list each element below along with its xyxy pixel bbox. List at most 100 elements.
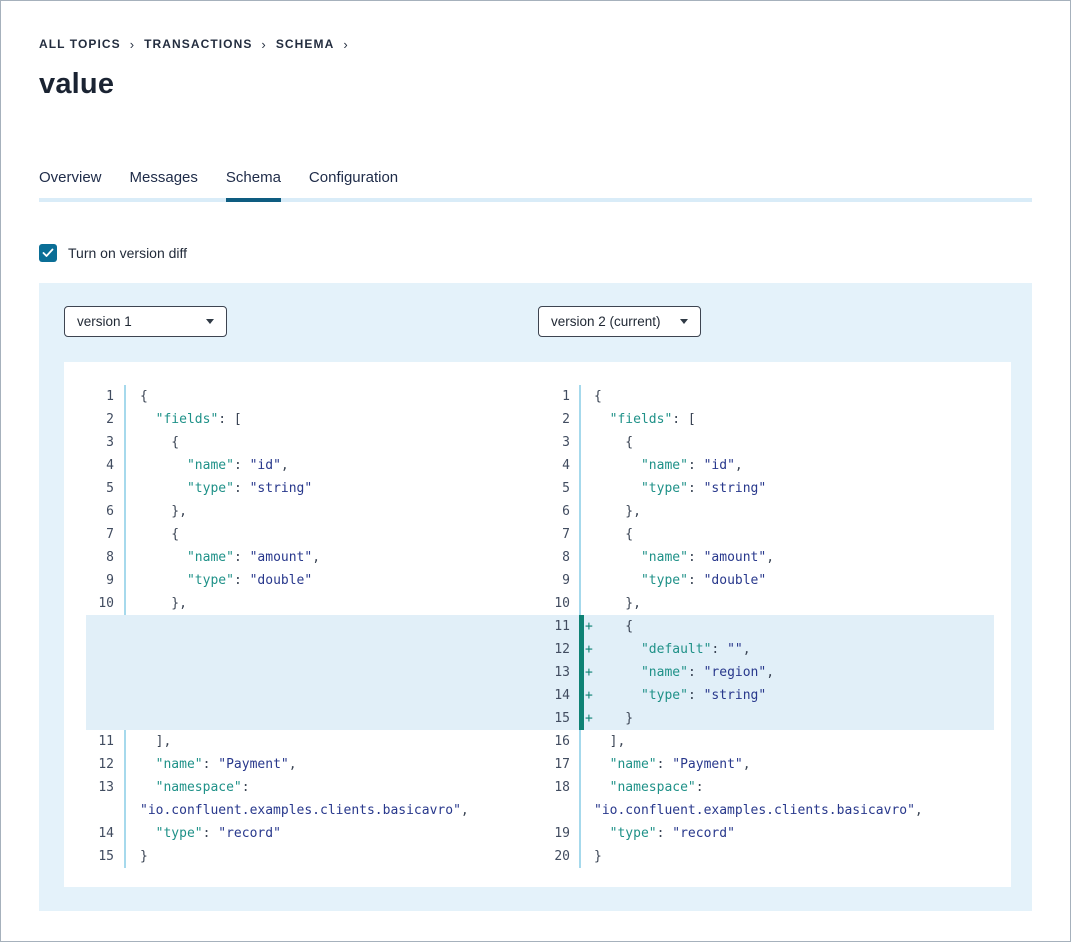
right-line-number: 20 — [554, 849, 570, 864]
gutter-spacer — [114, 454, 124, 477]
right-line-number: 1 — [562, 389, 570, 404]
right-code-line: "type": "record" — [609, 826, 735, 841]
right-code-line: { — [594, 619, 634, 634]
left-gutter-separator — [124, 385, 126, 408]
gutter-spacer — [570, 822, 579, 845]
right-line-number: 15 — [554, 711, 570, 726]
left-gutter-separator — [124, 753, 126, 776]
left-code-line: "name": "Payment", — [155, 757, 297, 772]
right-version-dropdown[interactable]: version 2 (current) — [538, 306, 701, 337]
left-code-line — [126, 615, 542, 638]
right-gutter-separator — [579, 500, 594, 523]
gutter-spacer — [570, 799, 579, 822]
gutter-spacer — [114, 592, 124, 615]
right-code-line: "io.confluent.examples.clients.basicavro… — [594, 803, 923, 818]
left-gutter-separator — [124, 546, 126, 569]
diff-added-plus-icon: + — [585, 688, 593, 703]
breadcrumb-separator-icon: › — [261, 37, 267, 52]
gutter-spacer — [570, 707, 579, 730]
right-code-line: { — [594, 435, 634, 450]
breadcrumb-separator-icon: › — [129, 37, 136, 52]
right-gutter-separator — [579, 408, 594, 431]
tab-overview[interactable]: Overview — [39, 169, 102, 186]
page-content: ALL TOPICS › TRANSACTIONS › SCHEMA › value Ov… — [1, 37, 1070, 911]
tab-messages[interactable]: Messages — [129, 169, 198, 186]
diff-row: 12 "name": "Payment", 17 "name": "Payment… — [86, 753, 994, 776]
right-gutter-separator — [579, 385, 594, 408]
diff-row: 15} 20} — [86, 845, 994, 868]
gutter-spacer — [114, 730, 124, 753]
left-code-line: { — [140, 389, 148, 404]
left-gutter-separator — [124, 454, 126, 477]
right-line-number: 11 — [554, 619, 570, 634]
tab-schema[interactable]: Schema — [225, 169, 281, 202]
left-line-number: 2 — [106, 412, 114, 427]
gutter-spacer — [114, 500, 124, 523]
left-line-number — [86, 707, 114, 730]
right-line-number: 8 — [562, 550, 570, 565]
left-line-number: 5 — [106, 481, 114, 496]
diff-added-plus-icon: + — [585, 619, 593, 634]
diff-row-added: 11 + { — [86, 615, 994, 638]
left-code-line: "io.confluent.examples.clients.basicavro… — [140, 803, 469, 818]
gutter-spacer — [114, 477, 124, 500]
right-version-dropdown-value: version 2 (current) — [551, 314, 661, 329]
diff-row: 8 "name": "amount", 8 "name": "amount", — [86, 546, 994, 569]
schema-diff-card: 1{1{2 "fields": [2 "fields": [3 {3 {4 "n… — [64, 362, 1011, 887]
diff-added-plus-icon: + — [585, 711, 593, 726]
left-line-number: 9 — [106, 573, 114, 588]
left-version-dropdown[interactable]: version 1 — [64, 306, 227, 337]
version-diff-checkbox[interactable] — [39, 244, 57, 262]
left-gutter-separator — [124, 730, 126, 753]
right-gutter-separator — [579, 454, 594, 477]
left-gutter-separator — [124, 569, 126, 592]
diff-row: 4 "name": "id", 4 "name": "id", — [86, 454, 994, 477]
left-line-number — [86, 638, 114, 661]
gutter-spacer — [570, 523, 579, 546]
left-code-line — [126, 684, 542, 707]
gutter-spacer — [114, 845, 124, 868]
right-code-line: } — [594, 849, 602, 864]
right-code-line: "name": "region", — [640, 665, 775, 680]
right-code-line: ], — [594, 734, 626, 749]
right-line-number — [542, 799, 570, 822]
gutter-spacer — [114, 776, 124, 799]
right-gutter-separator — [579, 546, 594, 569]
diff-row: 9 "type": "double" 9 "type": "double" — [86, 569, 994, 592]
left-line-number: 4 — [106, 458, 114, 473]
breadcrumb-item-schema[interactable]: SCHEMA — [275, 37, 335, 51]
gutter-spacer — [114, 661, 124, 684]
breadcrumb-item-transactions[interactable]: TRANSACTIONS — [144, 37, 253, 51]
right-gutter-separator — [579, 822, 594, 845]
gutter-spacer — [114, 753, 124, 776]
right-code-line: "name": "id", — [640, 458, 743, 473]
gutter-spacer — [570, 730, 579, 753]
right-code-line: { — [594, 527, 634, 542]
left-line-number: 11 — [98, 734, 114, 749]
diff-row: 6 }, 6 }, — [86, 500, 994, 523]
right-gutter-separator — [579, 592, 594, 615]
right-code-line: { — [594, 389, 602, 404]
breadcrumb-item-all-topics[interactable]: ALL TOPICS — [39, 37, 121, 51]
gutter-spacer — [570, 408, 579, 431]
gutter-spacer — [570, 454, 579, 477]
gutter-spacer — [114, 431, 124, 454]
right-gutter-separator — [579, 799, 594, 822]
left-code-line: { — [140, 527, 180, 542]
diff-added-bar: + — [579, 615, 594, 638]
gutter-spacer — [114, 546, 124, 569]
gutter-spacer — [114, 684, 124, 707]
diff-row: 2 "fields": [2 "fields": [ — [86, 408, 994, 431]
left-line-number — [86, 684, 114, 707]
right-code-line: "name": "Payment", — [609, 757, 751, 772]
left-line-number: 15 — [98, 849, 114, 864]
right-gutter-separator — [579, 730, 594, 753]
gutter-spacer — [570, 500, 579, 523]
version-diff-panel: version 1 version 2 (current) 1 {1 {2 "fie… — [39, 283, 1032, 911]
right-code-line: "type": "double" — [640, 573, 767, 588]
tab-configuration[interactable]: Configuration — [308, 169, 399, 186]
gutter-spacer — [570, 845, 579, 868]
gutter-spacer — [570, 477, 579, 500]
right-line-number: 9 — [562, 573, 570, 588]
left-gutter-separator — [124, 845, 126, 868]
